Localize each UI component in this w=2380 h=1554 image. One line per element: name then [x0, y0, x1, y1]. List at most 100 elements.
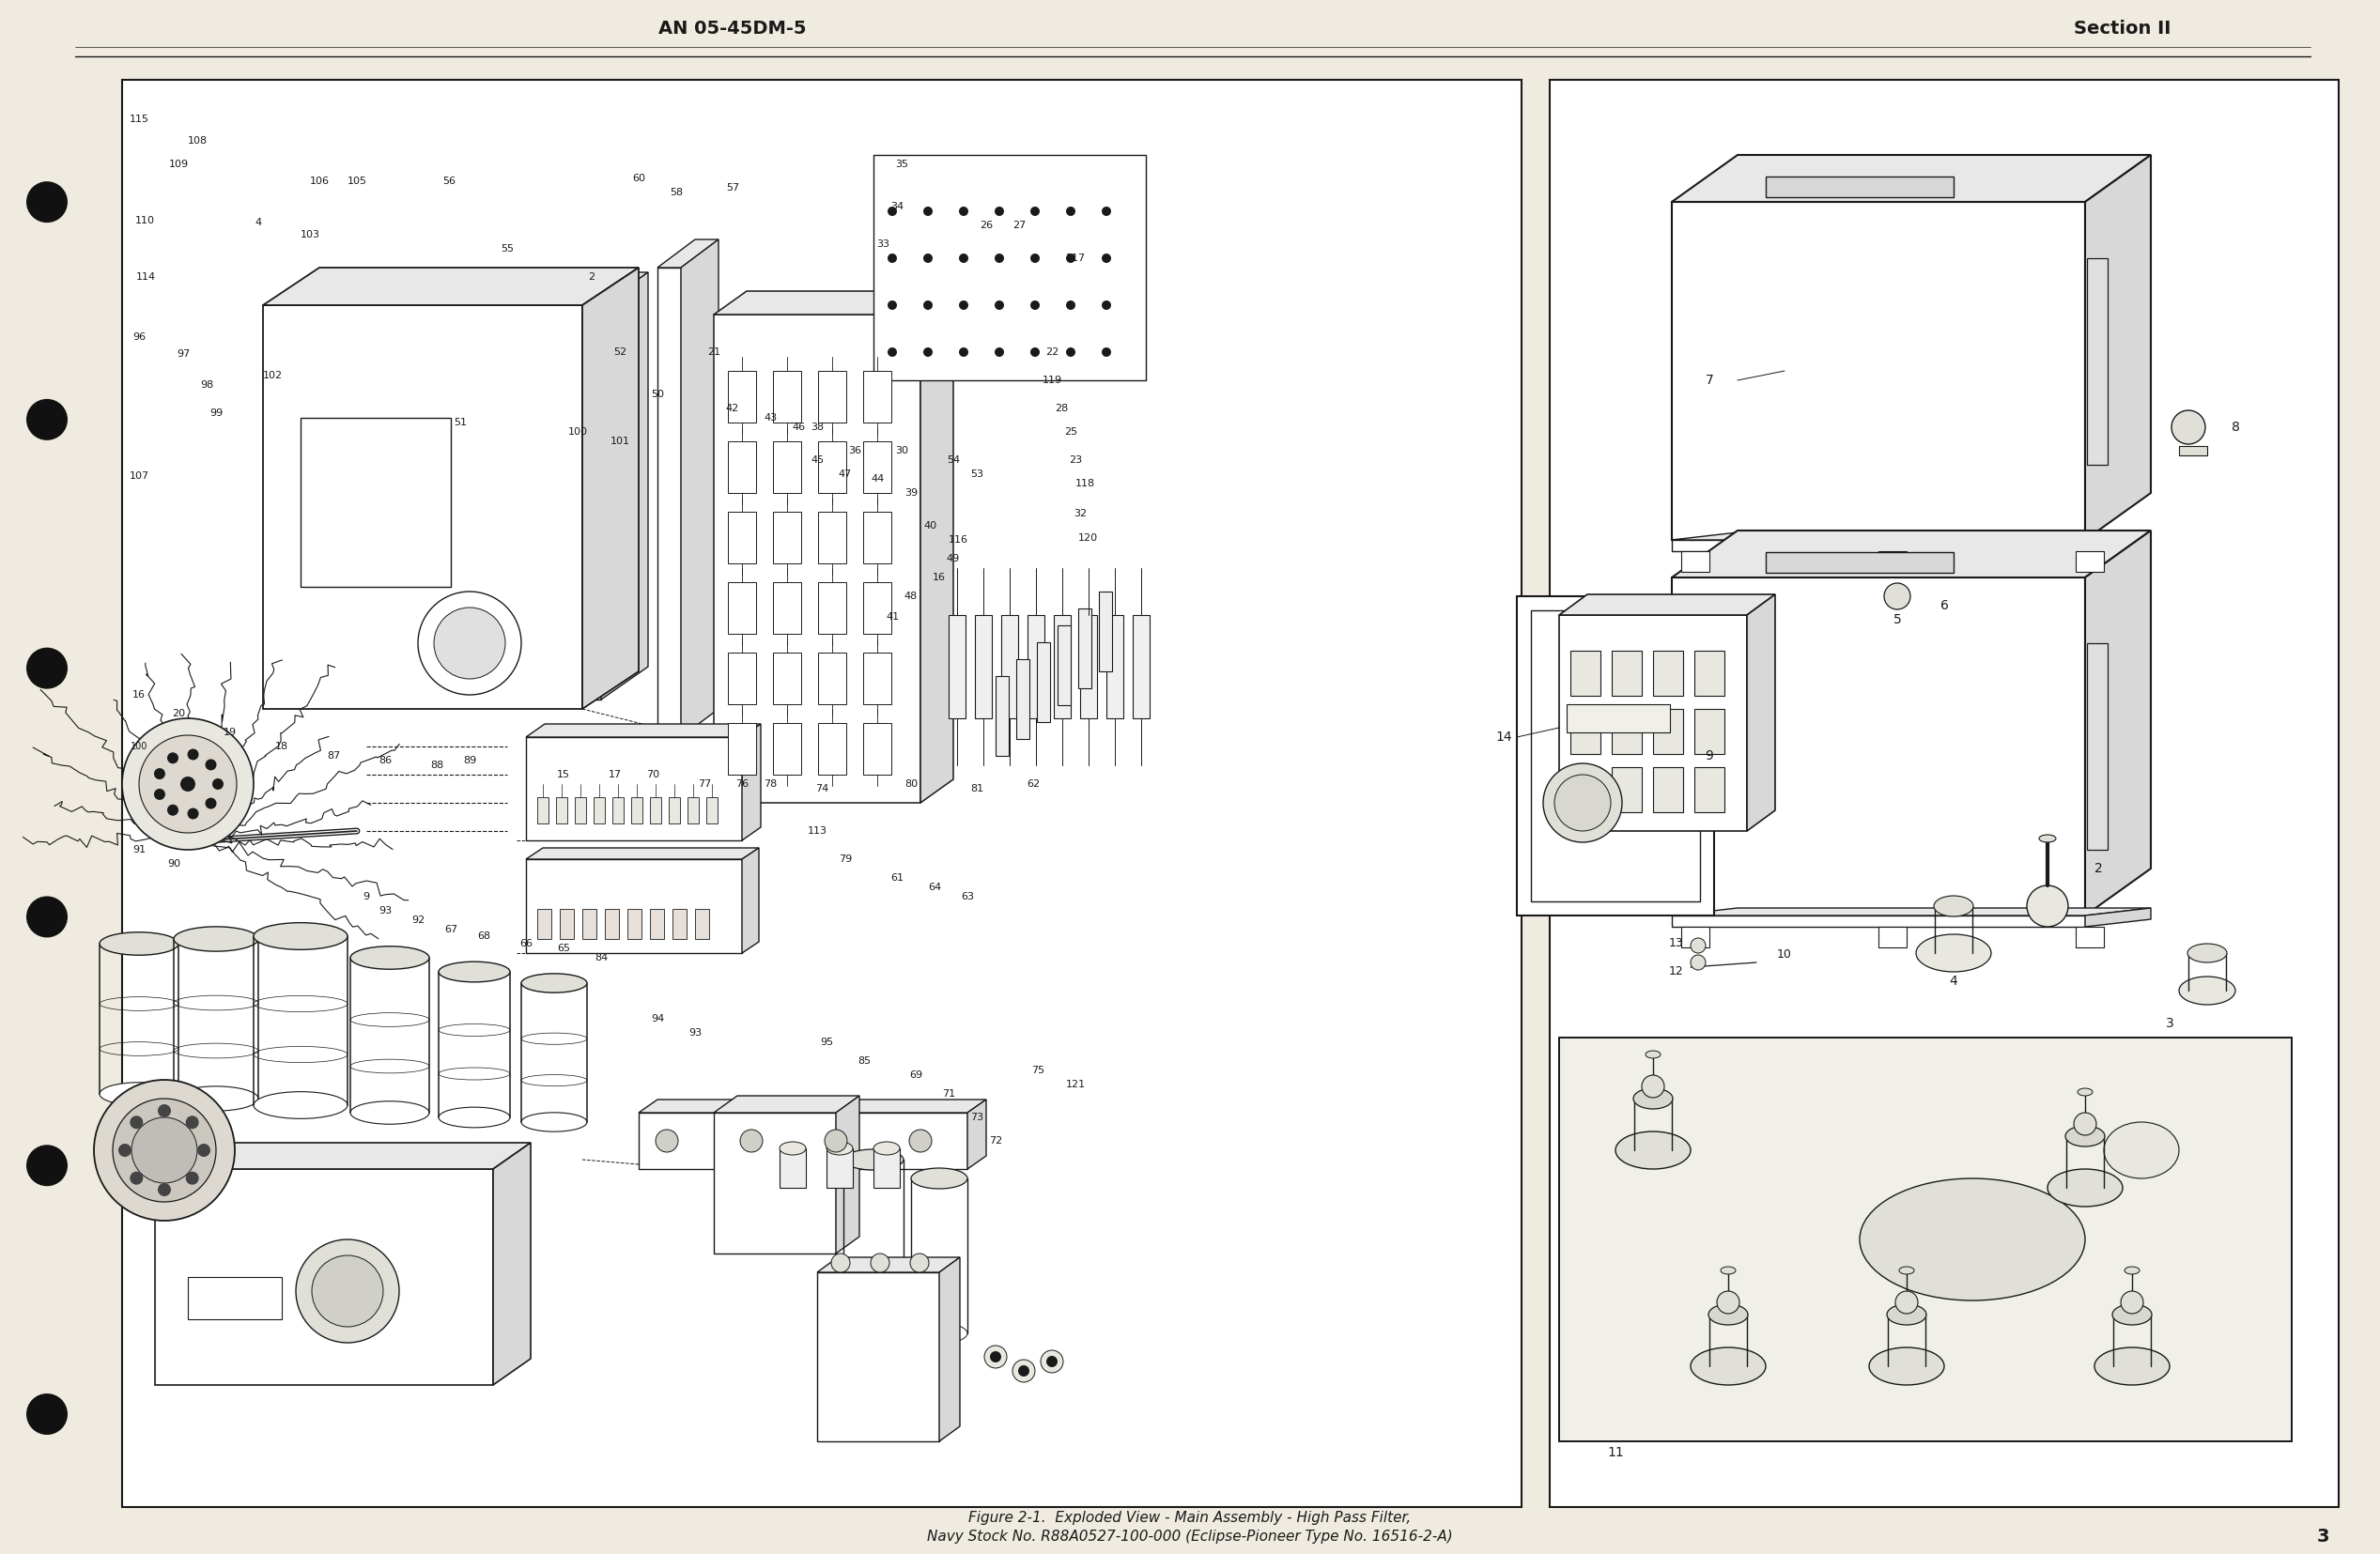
- Bar: [707, 797, 716, 824]
- Bar: [816, 1273, 940, 1441]
- Bar: [612, 797, 624, 824]
- Text: 100: 100: [131, 741, 148, 751]
- Ellipse shape: [100, 1083, 179, 1105]
- Text: Section II: Section II: [2073, 19, 2171, 37]
- Bar: [819, 583, 847, 634]
- Bar: [300, 418, 450, 587]
- Bar: [1571, 651, 1599, 696]
- Bar: [1028, 615, 1045, 718]
- Bar: [1107, 615, 1123, 718]
- Circle shape: [888, 253, 897, 263]
- Text: 56: 56: [443, 177, 455, 186]
- Polygon shape: [966, 1100, 985, 1169]
- Text: 79: 79: [838, 855, 852, 864]
- Circle shape: [888, 348, 897, 357]
- Circle shape: [26, 399, 67, 440]
- Text: 63: 63: [962, 892, 973, 901]
- Text: 66: 66: [519, 939, 533, 948]
- Text: 51: 51: [455, 418, 466, 427]
- Text: 22: 22: [1045, 348, 1059, 357]
- Bar: [605, 909, 619, 939]
- Bar: [638, 1113, 966, 1169]
- Text: 4: 4: [255, 218, 262, 227]
- Bar: [819, 511, 847, 564]
- Bar: [538, 797, 547, 824]
- Bar: [559, 909, 574, 939]
- Bar: [1516, 597, 1714, 915]
- Text: 55: 55: [500, 244, 514, 253]
- Polygon shape: [1671, 533, 2152, 539]
- Bar: [864, 511, 892, 564]
- Circle shape: [155, 768, 164, 780]
- Text: 46: 46: [793, 423, 804, 432]
- Bar: [1002, 615, 1019, 718]
- Text: 38: 38: [812, 423, 823, 432]
- Circle shape: [112, 1099, 217, 1201]
- Text: 93: 93: [378, 906, 393, 915]
- Bar: [728, 653, 757, 704]
- Ellipse shape: [350, 1102, 428, 1124]
- Bar: [774, 511, 802, 564]
- Text: 57: 57: [726, 183, 740, 193]
- Circle shape: [2028, 886, 2068, 926]
- Circle shape: [26, 1145, 67, 1186]
- Text: 97: 97: [176, 350, 190, 359]
- Circle shape: [1031, 348, 1040, 357]
- Bar: [657, 267, 681, 737]
- Text: 107: 107: [129, 471, 150, 480]
- Text: 50: 50: [650, 390, 664, 399]
- Text: 90: 90: [167, 859, 181, 869]
- Text: 36: 36: [847, 446, 862, 455]
- Circle shape: [985, 1346, 1007, 1368]
- Polygon shape: [2085, 530, 2152, 915]
- Polygon shape: [526, 724, 762, 737]
- Bar: [1078, 609, 1092, 688]
- Bar: [2180, 446, 2206, 455]
- Bar: [2087, 258, 2109, 465]
- Bar: [121, 79, 1521, 1507]
- Bar: [1016, 659, 1031, 740]
- Text: 17: 17: [609, 769, 621, 780]
- Bar: [774, 583, 802, 634]
- Polygon shape: [2085, 908, 2152, 926]
- Bar: [1571, 709, 1599, 754]
- Text: 2: 2: [2094, 862, 2102, 875]
- Text: 20: 20: [171, 709, 186, 718]
- Bar: [669, 797, 681, 824]
- Circle shape: [959, 253, 969, 263]
- Bar: [1766, 552, 1954, 573]
- Text: 3: 3: [2316, 1528, 2330, 1546]
- Polygon shape: [743, 848, 759, 953]
- Circle shape: [871, 1254, 890, 1273]
- Ellipse shape: [2040, 834, 2056, 842]
- Text: 116: 116: [947, 535, 969, 544]
- Bar: [1611, 709, 1642, 754]
- Bar: [650, 909, 664, 939]
- Bar: [1680, 552, 1709, 572]
- Text: 47: 47: [838, 469, 852, 479]
- Bar: [1766, 177, 1954, 197]
- Bar: [864, 723, 892, 774]
- Text: 75: 75: [1031, 1066, 1045, 1075]
- Circle shape: [167, 805, 179, 816]
- Bar: [728, 511, 757, 564]
- Circle shape: [188, 749, 198, 760]
- Polygon shape: [940, 1257, 959, 1441]
- Circle shape: [2121, 1291, 2144, 1313]
- Text: 23: 23: [1069, 455, 1083, 465]
- Text: 99: 99: [209, 409, 224, 418]
- Polygon shape: [638, 1100, 985, 1113]
- Text: 43: 43: [764, 413, 776, 423]
- Circle shape: [1040, 1350, 1064, 1372]
- Polygon shape: [657, 239, 719, 267]
- Circle shape: [131, 1172, 143, 1184]
- Ellipse shape: [2094, 1347, 2171, 1385]
- Text: 70: 70: [645, 769, 659, 780]
- Bar: [557, 797, 566, 824]
- Text: 19: 19: [224, 727, 236, 737]
- Bar: [593, 305, 602, 699]
- Circle shape: [93, 1080, 236, 1220]
- Bar: [1611, 651, 1642, 696]
- Polygon shape: [743, 724, 762, 841]
- Ellipse shape: [1916, 934, 1992, 971]
